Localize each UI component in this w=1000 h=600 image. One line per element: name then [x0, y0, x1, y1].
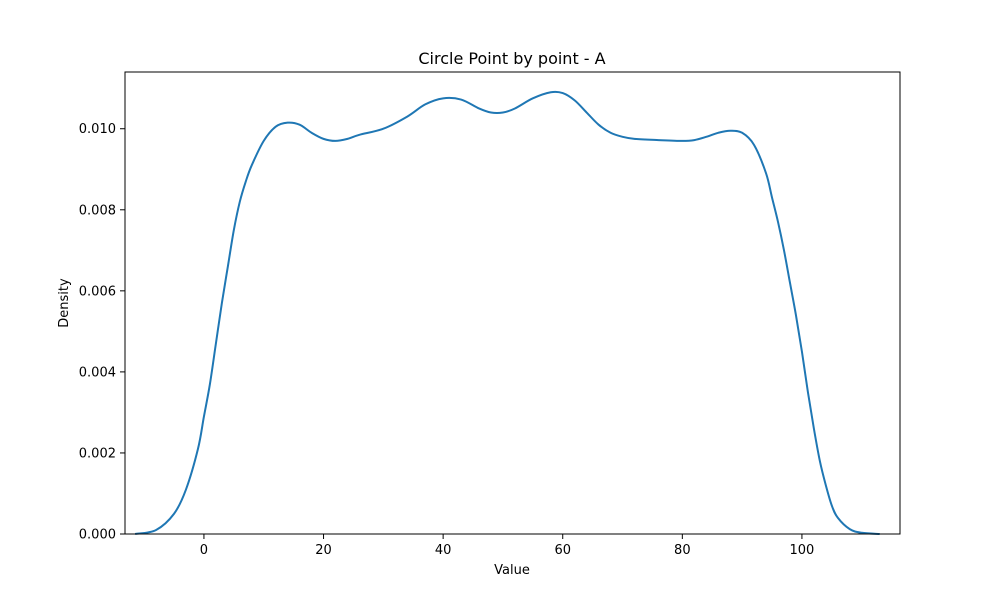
x-tick-label: 0	[200, 543, 208, 558]
y-tick-label: 0.008	[79, 203, 116, 218]
chart-title: Circle Point by point - A	[418, 49, 605, 68]
y-tick-label: 0.000	[79, 528, 116, 543]
axes-frame	[124, 71, 901, 535]
y-tick-label: 0.002	[79, 446, 116, 461]
x-tick-label: 80	[674, 543, 691, 558]
plot-area	[134, 90, 880, 535]
y-tick-label: 0.004	[79, 365, 116, 380]
x-axis-label: Value	[494, 563, 530, 578]
x-tick-label: 60	[554, 543, 571, 558]
x-tick-label: 40	[435, 543, 452, 558]
density-line-series-0	[134, 90, 880, 535]
y-tick-label: 0.006	[79, 284, 116, 299]
y-tick-label: 0.010	[79, 122, 116, 137]
x-axis-ticks: 0 20 40 60 80 100	[200, 534, 815, 558]
x-tick-label: 100	[790, 543, 815, 558]
y-axis-label: Density	[57, 278, 72, 328]
y-axis-ticks: 0.000 0.002 0.004 0.006 0.008 0.010	[79, 122, 125, 543]
x-tick-label: 20	[315, 543, 332, 558]
